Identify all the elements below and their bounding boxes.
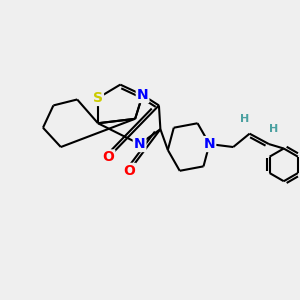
Text: S: S — [93, 91, 103, 105]
Text: O: O — [103, 150, 114, 164]
Text: H: H — [241, 114, 250, 124]
Text: H: H — [269, 124, 278, 134]
Text: O: O — [123, 164, 135, 178]
Text: N: N — [134, 137, 146, 151]
Text: N: N — [137, 88, 148, 102]
Text: N: N — [204, 137, 215, 151]
